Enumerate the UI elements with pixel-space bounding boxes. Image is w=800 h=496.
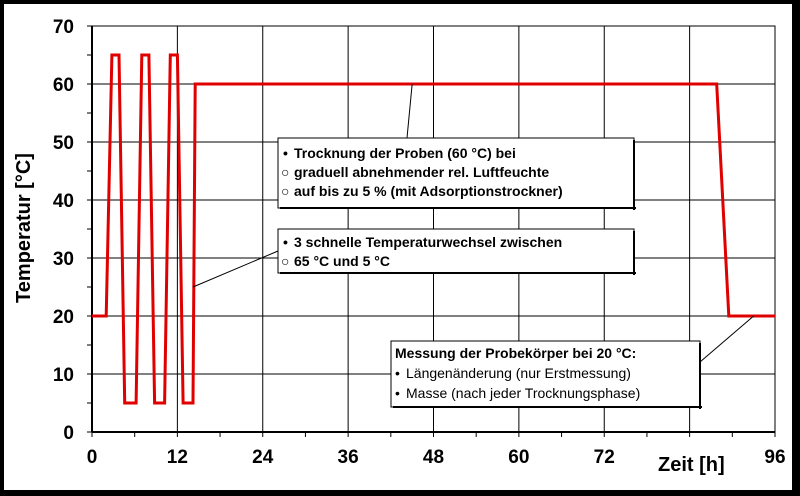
annotation-1-leader <box>406 83 413 139</box>
annotation-3-leader <box>699 315 754 363</box>
annotation-3-line-1: Längenänderung (nur Erstmessung) <box>406 365 631 381</box>
annotation-1-line-2: graduell abnehmender rel. Luftfeuchte <box>294 164 549 180</box>
y-tick-label: 30 <box>53 249 74 270</box>
annotation-2-line-1: 3 schnelle Temperaturwechsel zwischen <box>294 234 562 250</box>
y-tick-label: 60 <box>53 75 74 96</box>
y-tick-label: 0 <box>63 423 74 444</box>
annotation-3-line-2: Masse (nach jeder Trocknungsphase) <box>406 385 640 401</box>
x-tick-label: 24 <box>252 447 274 468</box>
x-tick-label: 36 <box>338 447 359 468</box>
series <box>92 53 775 405</box>
annotation-1-bullet-1: • <box>283 145 288 161</box>
annotation-3-bullet-1: • <box>395 365 400 381</box>
x-axis-title: Zeit [h] <box>658 454 725 476</box>
annotation-2: • 3 schnelle Temperaturwechsel zwischen … <box>277 228 636 275</box>
series-line-temperature <box>92 53 775 405</box>
y-tick-label: 10 <box>53 365 74 386</box>
x-tick-label: 12 <box>167 447 188 468</box>
annotation-1-bullet-2: ○ <box>281 164 289 180</box>
axes <box>87 25 776 437</box>
annotation-1-line-1: Trocknung der Proben (60 °C) bei <box>294 145 516 161</box>
annotation-2-leader <box>192 250 279 288</box>
annotation-3-heading: Messung der Probekörper bei 20 °C: <box>395 345 636 361</box>
x-tick-label: 72 <box>594 447 615 468</box>
annotation-3: Messung der Probekörper bei 20 °C: • Län… <box>390 340 702 409</box>
annotation-2-bullet-1: • <box>283 234 288 250</box>
annotation-2-line-2: 65 °C und 5 °C <box>294 253 390 269</box>
x-tick-label: 60 <box>508 447 529 468</box>
y-tick-label: 40 <box>53 191 74 212</box>
y-tick-label: 50 <box>53 133 74 154</box>
y-axis-title: Temperatur [°C] <box>13 153 35 303</box>
x-tick-label: 96 <box>764 447 785 468</box>
y-tick-label: 70 <box>53 17 74 38</box>
annotation-1-line-3: auf bis zu 5 % (mit Adsorptionstrockner) <box>294 183 563 199</box>
y-tick-label: 20 <box>53 307 74 328</box>
annotation-3-bullet-2: • <box>395 385 400 401</box>
annotation-1: • Trocknung der Proben (60 °C) bei ○ gra… <box>277 137 636 210</box>
annotations: • Trocknung der Proben (60 °C) bei ○ gra… <box>192 83 754 409</box>
annotation-1-bullet-3: ○ <box>281 183 289 199</box>
annotation-2-bullet-2: ○ <box>281 253 289 269</box>
tick-labels: 0 10 20 30 40 50 60 70 0 12 24 36 48 60 72 96 <box>53 17 786 468</box>
x-tick-label: 0 <box>87 447 98 468</box>
x-tick-label: 48 <box>423 447 444 468</box>
